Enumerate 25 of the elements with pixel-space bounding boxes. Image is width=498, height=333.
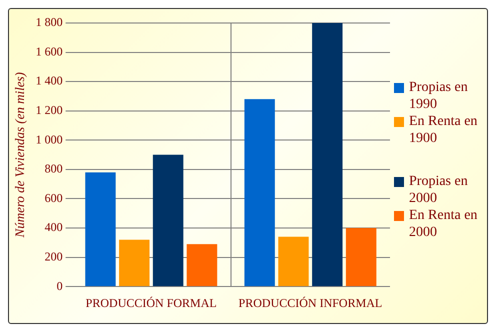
bar [312, 23, 343, 286]
y-tick-label: 1 600 [36, 44, 63, 58]
y-tick-label: 0 [56, 278, 63, 293]
y-tick-label: 200 [44, 249, 63, 264]
bar [278, 236, 309, 286]
bar [152, 154, 184, 286]
y-tick-label: 600 [44, 190, 63, 205]
bar [119, 240, 150, 286]
bar [186, 244, 218, 286]
x-tick-label: PRODUCCIÓN FORMAL [86, 296, 217, 310]
legend-label: Propias en 1990 [409, 79, 469, 113]
y-tick-label: 1 400 [36, 74, 63, 88]
y-axis-title: Número de Viviendas (en miles) [12, 72, 28, 238]
y-tick-label: 800 [44, 162, 63, 176]
legend-label: En Renta en 1900 [409, 113, 478, 147]
x-tick-label: PRODUCCIÓN INFORMAL [238, 296, 382, 310]
y-tick-label: 1 000 [36, 132, 63, 146]
y-tick-label: 400 [44, 220, 63, 234]
y-tick-label: 1 800 [36, 15, 63, 30]
bar [85, 172, 116, 286]
bar [244, 99, 275, 286]
y-tick-label: 1 200 [36, 103, 63, 118]
legend-label: Propias en 2000 [409, 173, 469, 207]
legend-label: En Renta en 2000 [409, 207, 478, 241]
bar [346, 228, 376, 286]
